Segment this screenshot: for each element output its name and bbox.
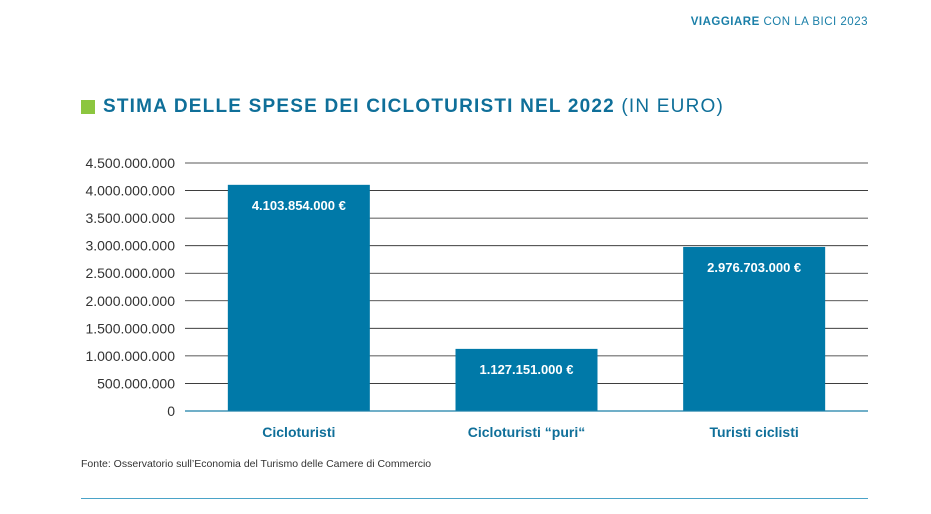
x-category-label: Turisti ciclisti [710,424,799,440]
x-category-label: Cicloturisti [262,424,335,440]
running-header: VIAGGIARE CON LA BICI 2023 [691,16,868,28]
bottom-divider [81,498,868,499]
y-tick-label: 1.000.000.000 [85,348,175,364]
header-subtitle: CON LA BICI 2023 [763,16,868,28]
bar-value-label: 2.976.703.000 € [707,260,801,275]
bar [683,246,826,411]
title-square-icon [81,100,95,114]
chart-title: STIMA DELLE SPESE DEI CICLOTURISTI NEL 2… [103,96,724,118]
y-tick-label: 1.500.000.000 [85,320,175,336]
chart-title-row: STIMA DELLE SPESE DEI CICLOTURISTI NEL 2… [81,96,724,118]
bar-value-label: 1.127.151.000 € [480,362,574,377]
chart-title-main: STIMA DELLE SPESE DEI CICLOTURISTI NEL 2… [103,96,615,117]
bar [227,184,370,411]
y-tick-label: 4.000.000.000 [85,183,175,199]
bar [455,348,598,411]
y-tick-label: 2.500.000.000 [85,265,175,281]
y-tick-label: 2.000.000.000 [85,293,175,309]
source-note: Fonte: Osservatorio sull’Economia del Tu… [81,458,432,470]
y-tick-label: 3.500.000.000 [85,210,175,226]
header-section: VIAGGIARE [690,16,760,28]
y-tick-label: 3.000.000.000 [85,238,175,254]
y-tick-label: 0 [167,403,175,419]
x-category-label: Cicloturisti “puri“ [468,424,585,440]
y-tick-label: 4.500.000.000 [85,155,175,171]
chart-title-unit: (IN EURO) [621,96,725,117]
bar-value-label: 4.103.854.000 € [252,198,346,213]
y-tick-label: 500.000.000 [97,375,175,391]
